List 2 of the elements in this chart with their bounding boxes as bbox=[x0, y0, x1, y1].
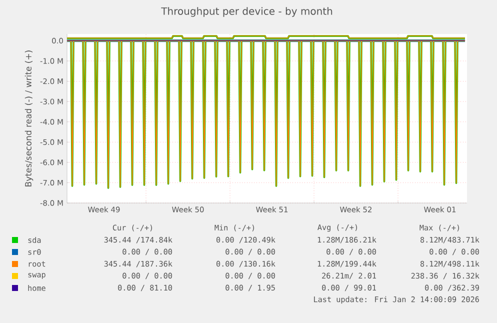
y-axis-title: Bytes/second read (-) / write (+) bbox=[24, 50, 34, 186]
chart-title: Throughput per device - by month bbox=[161, 7, 332, 17]
